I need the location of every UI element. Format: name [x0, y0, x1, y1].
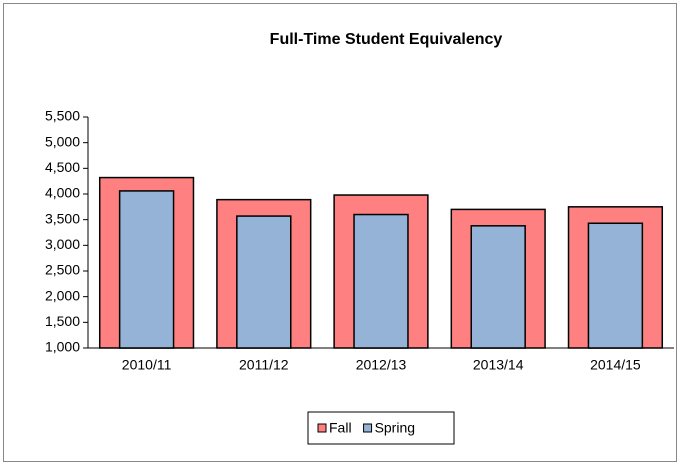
- legend-swatch: [363, 423, 373, 433]
- x-tick-label: 2012/13: [356, 357, 407, 373]
- x-tick-label: 2014/15: [590, 357, 641, 373]
- x-tick-label: 2011/12: [239, 357, 289, 373]
- y-tick-label: 1,000: [45, 339, 80, 355]
- x-tick-label: 2010/11: [122, 357, 172, 373]
- y-tick-label: 5,500: [45, 108, 80, 124]
- bar: [118, 190, 175, 349]
- y-tick-label: 4,000: [45, 185, 80, 201]
- y-tick-label: 2,000: [45, 287, 80, 303]
- bar: [587, 222, 644, 349]
- y-tick-label: 3,000: [45, 236, 80, 252]
- legend-label: Spring: [375, 420, 415, 436]
- chart-title: Full-Time Student Equivalency: [270, 31, 503, 48]
- y-tick-label: 2,500: [45, 262, 80, 278]
- legend-box: [307, 411, 455, 445]
- bar: [353, 213, 409, 349]
- bar: [236, 215, 292, 349]
- y-tick-label: 5,000: [45, 133, 80, 149]
- legend-swatch: [317, 423, 327, 433]
- legend-label: Fall: [329, 420, 352, 436]
- x-tick-label: 2013/14: [473, 357, 524, 373]
- y-tick-label: 3,500: [45, 210, 80, 226]
- y-tick-label: 4,500: [45, 159, 80, 175]
- bar: [470, 225, 526, 349]
- y-tick-label: 1,500: [45, 313, 80, 329]
